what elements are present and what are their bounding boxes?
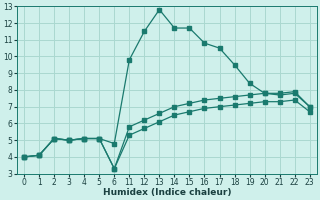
X-axis label: Humidex (Indice chaleur): Humidex (Indice chaleur)	[103, 188, 231, 197]
